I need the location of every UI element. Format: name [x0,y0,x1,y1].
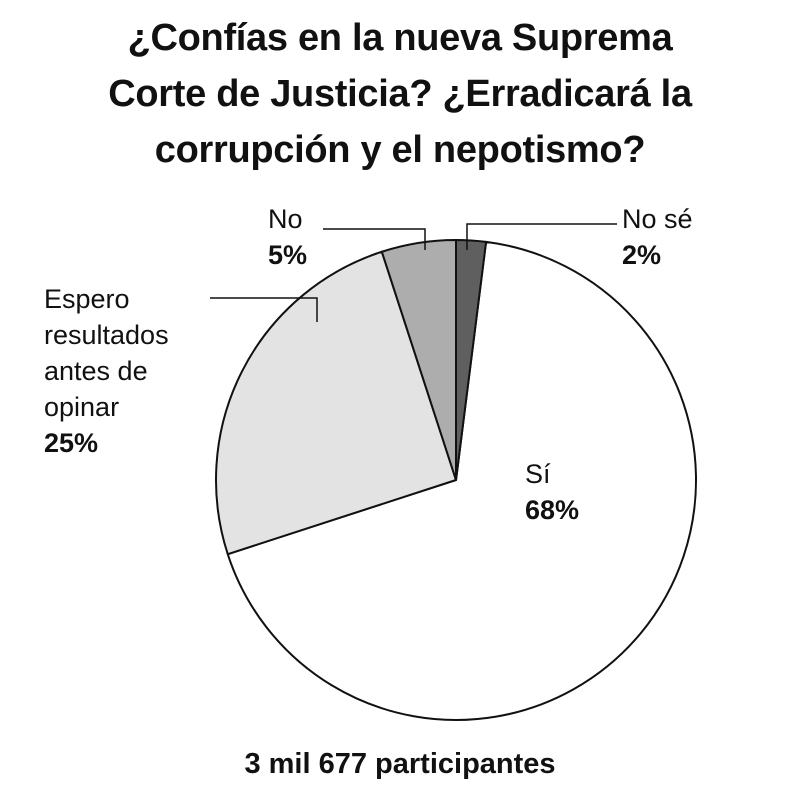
slice-label-no: No 5% [268,204,307,270]
slice-value-no: 5% [268,240,307,270]
slice-label-line: antes de [44,356,148,386]
slice-label-line: Sí [525,459,551,489]
leader-line-no [323,228,426,250]
slice-label-no-se: No sé 2% [622,204,693,270]
slice-label-espero-resultados: Espero resultados antes de opinar 25% [44,284,169,458]
slice-label-line: No [268,204,303,234]
slice-label-si: Sí 68% [525,459,579,525]
slice-value-si: 68% [525,495,579,525]
participants-count: 3 mil 677 participantes [244,748,556,780]
leader-line-no-se [466,223,617,250]
title-line-1: ¿Confías en la nueva Suprema [127,17,673,59]
title-line-3: corrupción y el nepotismo? [154,129,646,171]
chart-title: ¿Confías en la nueva Suprema Corte de Ju… [0,10,800,178]
leader-line-espero-resultados [210,297,318,322]
slice-labels: Sí 68% Espero resultados antes de opinar 25% No… [44,204,693,525]
pie-slice-si [226,240,698,721]
slice-label-line: No sé [622,204,693,234]
slice-label-line: opinar [44,392,119,422]
pie-slices [215,238,698,721]
leader-lines [210,223,617,322]
pie-slice-no-se [455,238,488,481]
slice-value-no-se: 2% [622,240,661,270]
pie-slice-espero-resultados [215,250,457,556]
slice-label-line: resultados [44,320,169,350]
title-line-2: Corte de Justicia? ¿Erradicará la [108,73,692,115]
slice-label-line: Espero [44,284,130,314]
slice-value-espero-resultados: 25% [44,428,98,458]
